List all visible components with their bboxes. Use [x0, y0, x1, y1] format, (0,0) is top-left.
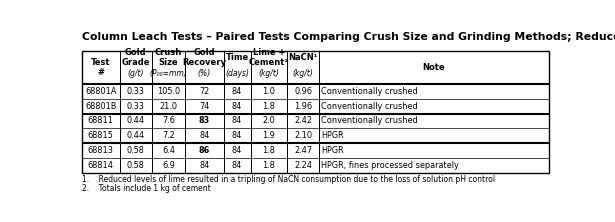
Text: 0.58: 0.58 — [127, 146, 145, 155]
Text: 74: 74 — [199, 102, 210, 111]
Text: Lime +
Cement²: Lime + Cement² — [249, 48, 289, 67]
Text: 84: 84 — [199, 131, 210, 140]
Text: Column Leach Tests – Paired Tests Comparing Crush Size and Grinding Methods; Red: Column Leach Tests – Paired Tests Compar… — [82, 32, 615, 42]
Text: 84: 84 — [232, 131, 242, 140]
Text: HPGR: HPGR — [321, 131, 343, 140]
Text: Conventionally crushed: Conventionally crushed — [321, 102, 418, 111]
Text: 6.4: 6.4 — [162, 146, 175, 155]
Text: 2.    Totals include 1 kg of cement: 2. Totals include 1 kg of cement — [82, 184, 210, 193]
Text: 6.9: 6.9 — [162, 161, 175, 170]
Text: 0.33: 0.33 — [127, 102, 145, 111]
Text: 1.8: 1.8 — [263, 102, 276, 111]
Text: 84: 84 — [232, 102, 242, 111]
Text: 86: 86 — [199, 146, 210, 155]
Text: 68814: 68814 — [88, 161, 114, 170]
Text: 84: 84 — [199, 161, 210, 170]
Text: Gold
Recovery: Gold Recovery — [183, 48, 226, 67]
Text: 1.    Reduced levels of lime resulted in a tripling of NaCN consumption due to t: 1. Reduced levels of lime resulted in a … — [82, 174, 494, 184]
Text: 0.44: 0.44 — [127, 131, 145, 140]
Text: 1.0: 1.0 — [263, 87, 276, 96]
Text: 68813: 68813 — [88, 146, 114, 155]
Text: 7.6: 7.6 — [162, 117, 175, 125]
Text: HPGR, fines processed separately: HPGR, fines processed separately — [321, 161, 459, 170]
Text: Test
#: Test # — [91, 58, 111, 77]
Text: 0.44: 0.44 — [127, 117, 145, 125]
Text: 84: 84 — [232, 146, 242, 155]
Text: 21.0: 21.0 — [159, 102, 178, 111]
Text: 2.10: 2.10 — [294, 131, 312, 140]
Text: (g/t): (g/t) — [127, 69, 144, 78]
Text: Conventionally crushed: Conventionally crushed — [321, 87, 418, 96]
Text: 2.24: 2.24 — [294, 161, 312, 170]
Text: Time: Time — [226, 53, 249, 62]
Text: 68801B: 68801B — [85, 102, 116, 111]
Text: 0.58: 0.58 — [127, 161, 145, 170]
Text: Gold
Grade: Gold Grade — [122, 48, 150, 67]
Text: (kg/t): (kg/t) — [293, 69, 314, 78]
Text: 105.0: 105.0 — [157, 87, 180, 96]
Text: 0.33: 0.33 — [127, 87, 145, 96]
Text: 1.96: 1.96 — [294, 102, 312, 111]
Text: NaCN¹: NaCN¹ — [288, 53, 318, 62]
Text: Crush
Size: Crush Size — [155, 48, 182, 67]
Text: 84: 84 — [232, 117, 242, 125]
Text: 84: 84 — [232, 87, 242, 96]
Text: Conventionally crushed: Conventionally crushed — [321, 117, 418, 125]
Text: Note: Note — [423, 63, 445, 72]
Text: 2.42: 2.42 — [294, 117, 312, 125]
Text: (kg/t): (kg/t) — [258, 69, 279, 78]
Text: 72: 72 — [199, 87, 210, 96]
Text: 84: 84 — [232, 161, 242, 170]
Text: 68815: 68815 — [88, 131, 114, 140]
Text: (P₀₀=mm): (P₀₀=mm) — [149, 69, 188, 78]
Text: HPGR: HPGR — [321, 146, 343, 155]
Text: 83: 83 — [199, 117, 210, 125]
Text: (days): (days) — [225, 69, 249, 78]
Text: 2.47: 2.47 — [294, 146, 312, 155]
Text: 68801A: 68801A — [85, 87, 116, 96]
Text: 68811: 68811 — [88, 117, 114, 125]
Text: 7.2: 7.2 — [162, 131, 175, 140]
Text: 0.96: 0.96 — [294, 87, 312, 96]
Text: 2.0: 2.0 — [263, 117, 276, 125]
Text: 1.8: 1.8 — [263, 161, 276, 170]
Text: 1.8: 1.8 — [263, 146, 276, 155]
Text: (%): (%) — [198, 69, 211, 78]
Text: 1.9: 1.9 — [263, 131, 276, 140]
